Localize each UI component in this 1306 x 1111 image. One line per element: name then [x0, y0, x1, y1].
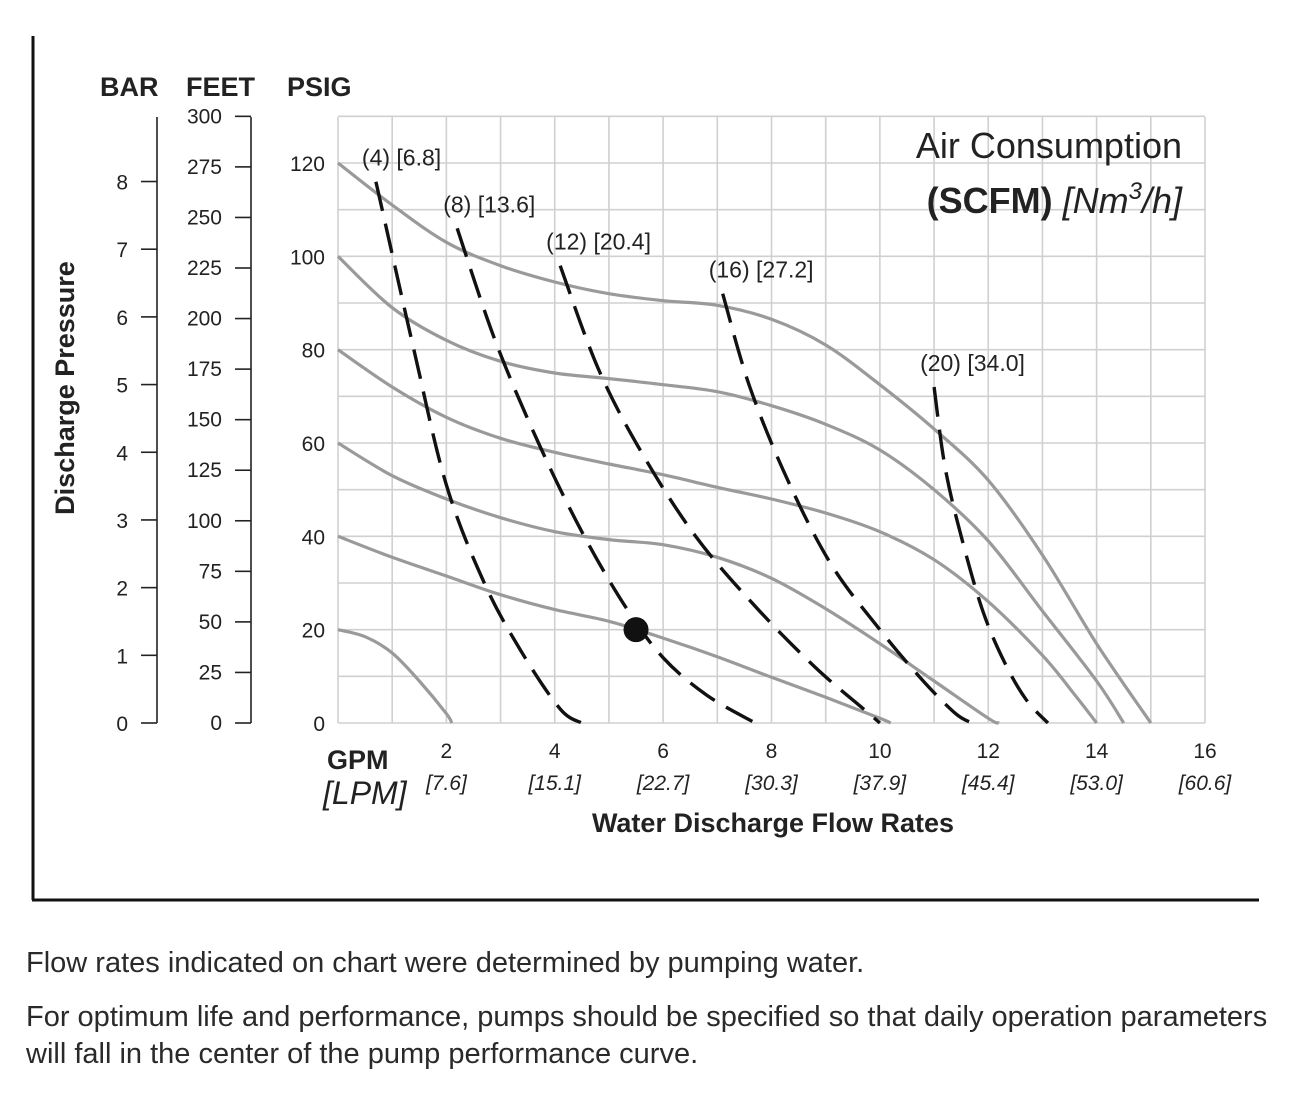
note-water: Flow rates indicated on chart were deter…	[26, 947, 865, 979]
bar-tick-label: 5	[116, 375, 128, 398]
bar-tick-label: 4	[116, 442, 128, 465]
feet-tick-label: 100	[187, 510, 222, 533]
x-unit-lpm: [LPM]	[322, 775, 408, 811]
feet-tick-label: 225	[187, 257, 222, 280]
operating-point-marker	[623, 617, 649, 643]
bar-tick-label: 1	[116, 645, 128, 668]
legend-unit-nm-post: /h]	[1139, 180, 1183, 221]
x-tick-label-gpm: 10	[868, 740, 891, 763]
bar-tick-label: 8	[116, 172, 128, 195]
feet-tick-label: 175	[187, 358, 222, 381]
air-consumption-label-4: (16) [27.2]	[709, 257, 814, 283]
psig-tick-label: 20	[302, 620, 325, 643]
feet-tick-label: 25	[199, 661, 222, 684]
x-tick-label-gpm: 14	[1085, 740, 1109, 763]
x-unit-gpm: GPM	[327, 745, 389, 775]
y-axis-title: Discharge Pressure	[50, 261, 80, 515]
bar-tick-label: 7	[116, 239, 128, 262]
note-performance: For optimum life and performance, pumps …	[26, 1001, 1268, 1070]
psig-tick-label: 80	[302, 340, 325, 363]
legend-unit-sup: 3	[1129, 178, 1143, 205]
x-tick-label-lpm: [53.0]	[1069, 772, 1124, 795]
legend-unit-scfm: (SCFM)	[927, 180, 1053, 221]
performance-curve-5	[336, 255, 1126, 724]
psig-tick-label: 100	[290, 246, 325, 269]
x-tick-label-lpm: [22.7]	[636, 772, 691, 795]
feet-tick-label: 150	[187, 409, 222, 432]
feet-tick-label: 75	[199, 560, 222, 583]
feet-tick-label: 125	[187, 459, 222, 482]
x-tick-label-gpm: 2	[441, 740, 453, 763]
performance-curve-1	[337, 628, 454, 724]
x-tick-label-gpm: 8	[766, 740, 778, 763]
feet-tick-label: 300	[187, 105, 222, 128]
feet-tick-label: 0	[210, 712, 222, 735]
x-tick-label-lpm: [37.9]	[853, 772, 908, 795]
psig-tick-label: 0	[313, 713, 325, 736]
air-consumption-line-2	[455, 227, 757, 725]
bar-tick-label: 3	[116, 510, 128, 533]
feet-tick-label: 50	[199, 611, 222, 634]
air-consumption-label-1: (4) [6.8]	[362, 145, 441, 171]
x-tick-label-gpm: 12	[977, 740, 1000, 763]
air-consumption-label-5: (20) [34.0]	[920, 350, 1025, 376]
air-consumption-line-1	[374, 181, 583, 725]
air-consumption-line-5	[932, 386, 1050, 725]
legend-unit-nm-pre: [Nm	[1062, 180, 1129, 221]
psig-tick-label: 60	[302, 433, 325, 456]
legend-subtitle: (SCFM) [Nm3/h]	[927, 178, 1183, 221]
feet-tick-label: 275	[187, 156, 222, 179]
x-tick-label-gpm: 6	[657, 740, 669, 763]
legend-title: Air Consumption	[916, 125, 1182, 166]
legend-space	[1053, 180, 1063, 221]
x-tick-label-lpm: [45.4]	[961, 772, 1016, 795]
x-tick-label-lpm: [7.6]	[425, 772, 468, 795]
air-consumption-label-2: (8) [13.6]	[443, 191, 535, 217]
bar-tick-label: 6	[116, 307, 128, 330]
air-consumption-label-3: (12) [20.4]	[546, 229, 651, 255]
performance-curve-6	[337, 161, 1153, 724]
x-tick-label-lpm: [30.3]	[744, 772, 799, 795]
bar-tick-label: 0	[116, 713, 128, 736]
air-consumption-line-4	[721, 293, 973, 725]
psig-axis-header: PSIG	[287, 72, 352, 102]
x-tick-label-gpm: 4	[549, 740, 561, 763]
bar-axis-header: BAR	[100, 72, 159, 102]
psig-tick-label: 40	[302, 526, 325, 549]
bar-tick-label: 2	[116, 578, 128, 601]
feet-tick-label: 200	[187, 308, 222, 331]
feet-tick-label: 250	[187, 206, 222, 229]
x-tick-label-lpm: [60.6]	[1178, 772, 1233, 795]
x-tick-label-gpm: 16	[1193, 740, 1216, 763]
chart-notes: Flow rates indicated on chart were deter…	[26, 945, 1286, 1090]
psig-tick-label: 120	[290, 153, 325, 176]
air-consumption-line-3	[558, 265, 882, 725]
x-axis-title: Water Discharge Flow Rates	[592, 808, 954, 838]
performance-curve-3	[337, 441, 1000, 725]
performance-curve-4	[337, 348, 1098, 724]
x-tick-label-lpm: [15.1]	[527, 772, 582, 795]
feet-axis-header: FEET	[186, 72, 256, 102]
